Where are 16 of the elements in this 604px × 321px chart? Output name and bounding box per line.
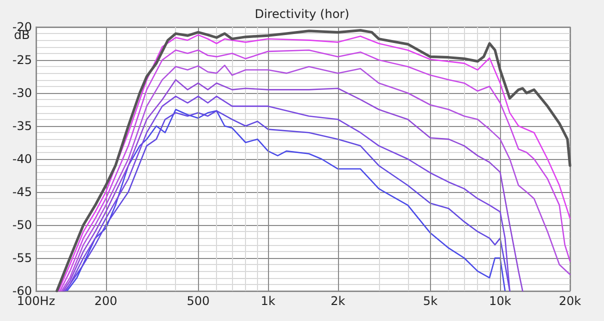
- x-tick-label: 1k: [260, 294, 276, 308]
- y-tick-label: -30: [12, 86, 32, 100]
- x-tick-label: 100Hz: [16, 294, 56, 308]
- x-tick-label: 20k: [558, 294, 582, 308]
- x-tick-label: 10k: [489, 294, 512, 308]
- y-tick-label: -45: [12, 185, 32, 199]
- x-tick-label: 200: [94, 294, 118, 308]
- y-tick-label: -35: [12, 119, 32, 133]
- y-tick-label: -25: [12, 53, 32, 67]
- y-tick-label: -55: [12, 251, 32, 265]
- x-tick-label: 2k: [330, 294, 346, 308]
- y-tick-label: -40: [12, 152, 32, 166]
- chart-title: Directivity (hor): [254, 7, 350, 21]
- y-tick-label: -50: [12, 218, 32, 232]
- x-tick-label: 500: [186, 294, 210, 308]
- x-tick-label: 5k: [422, 294, 438, 308]
